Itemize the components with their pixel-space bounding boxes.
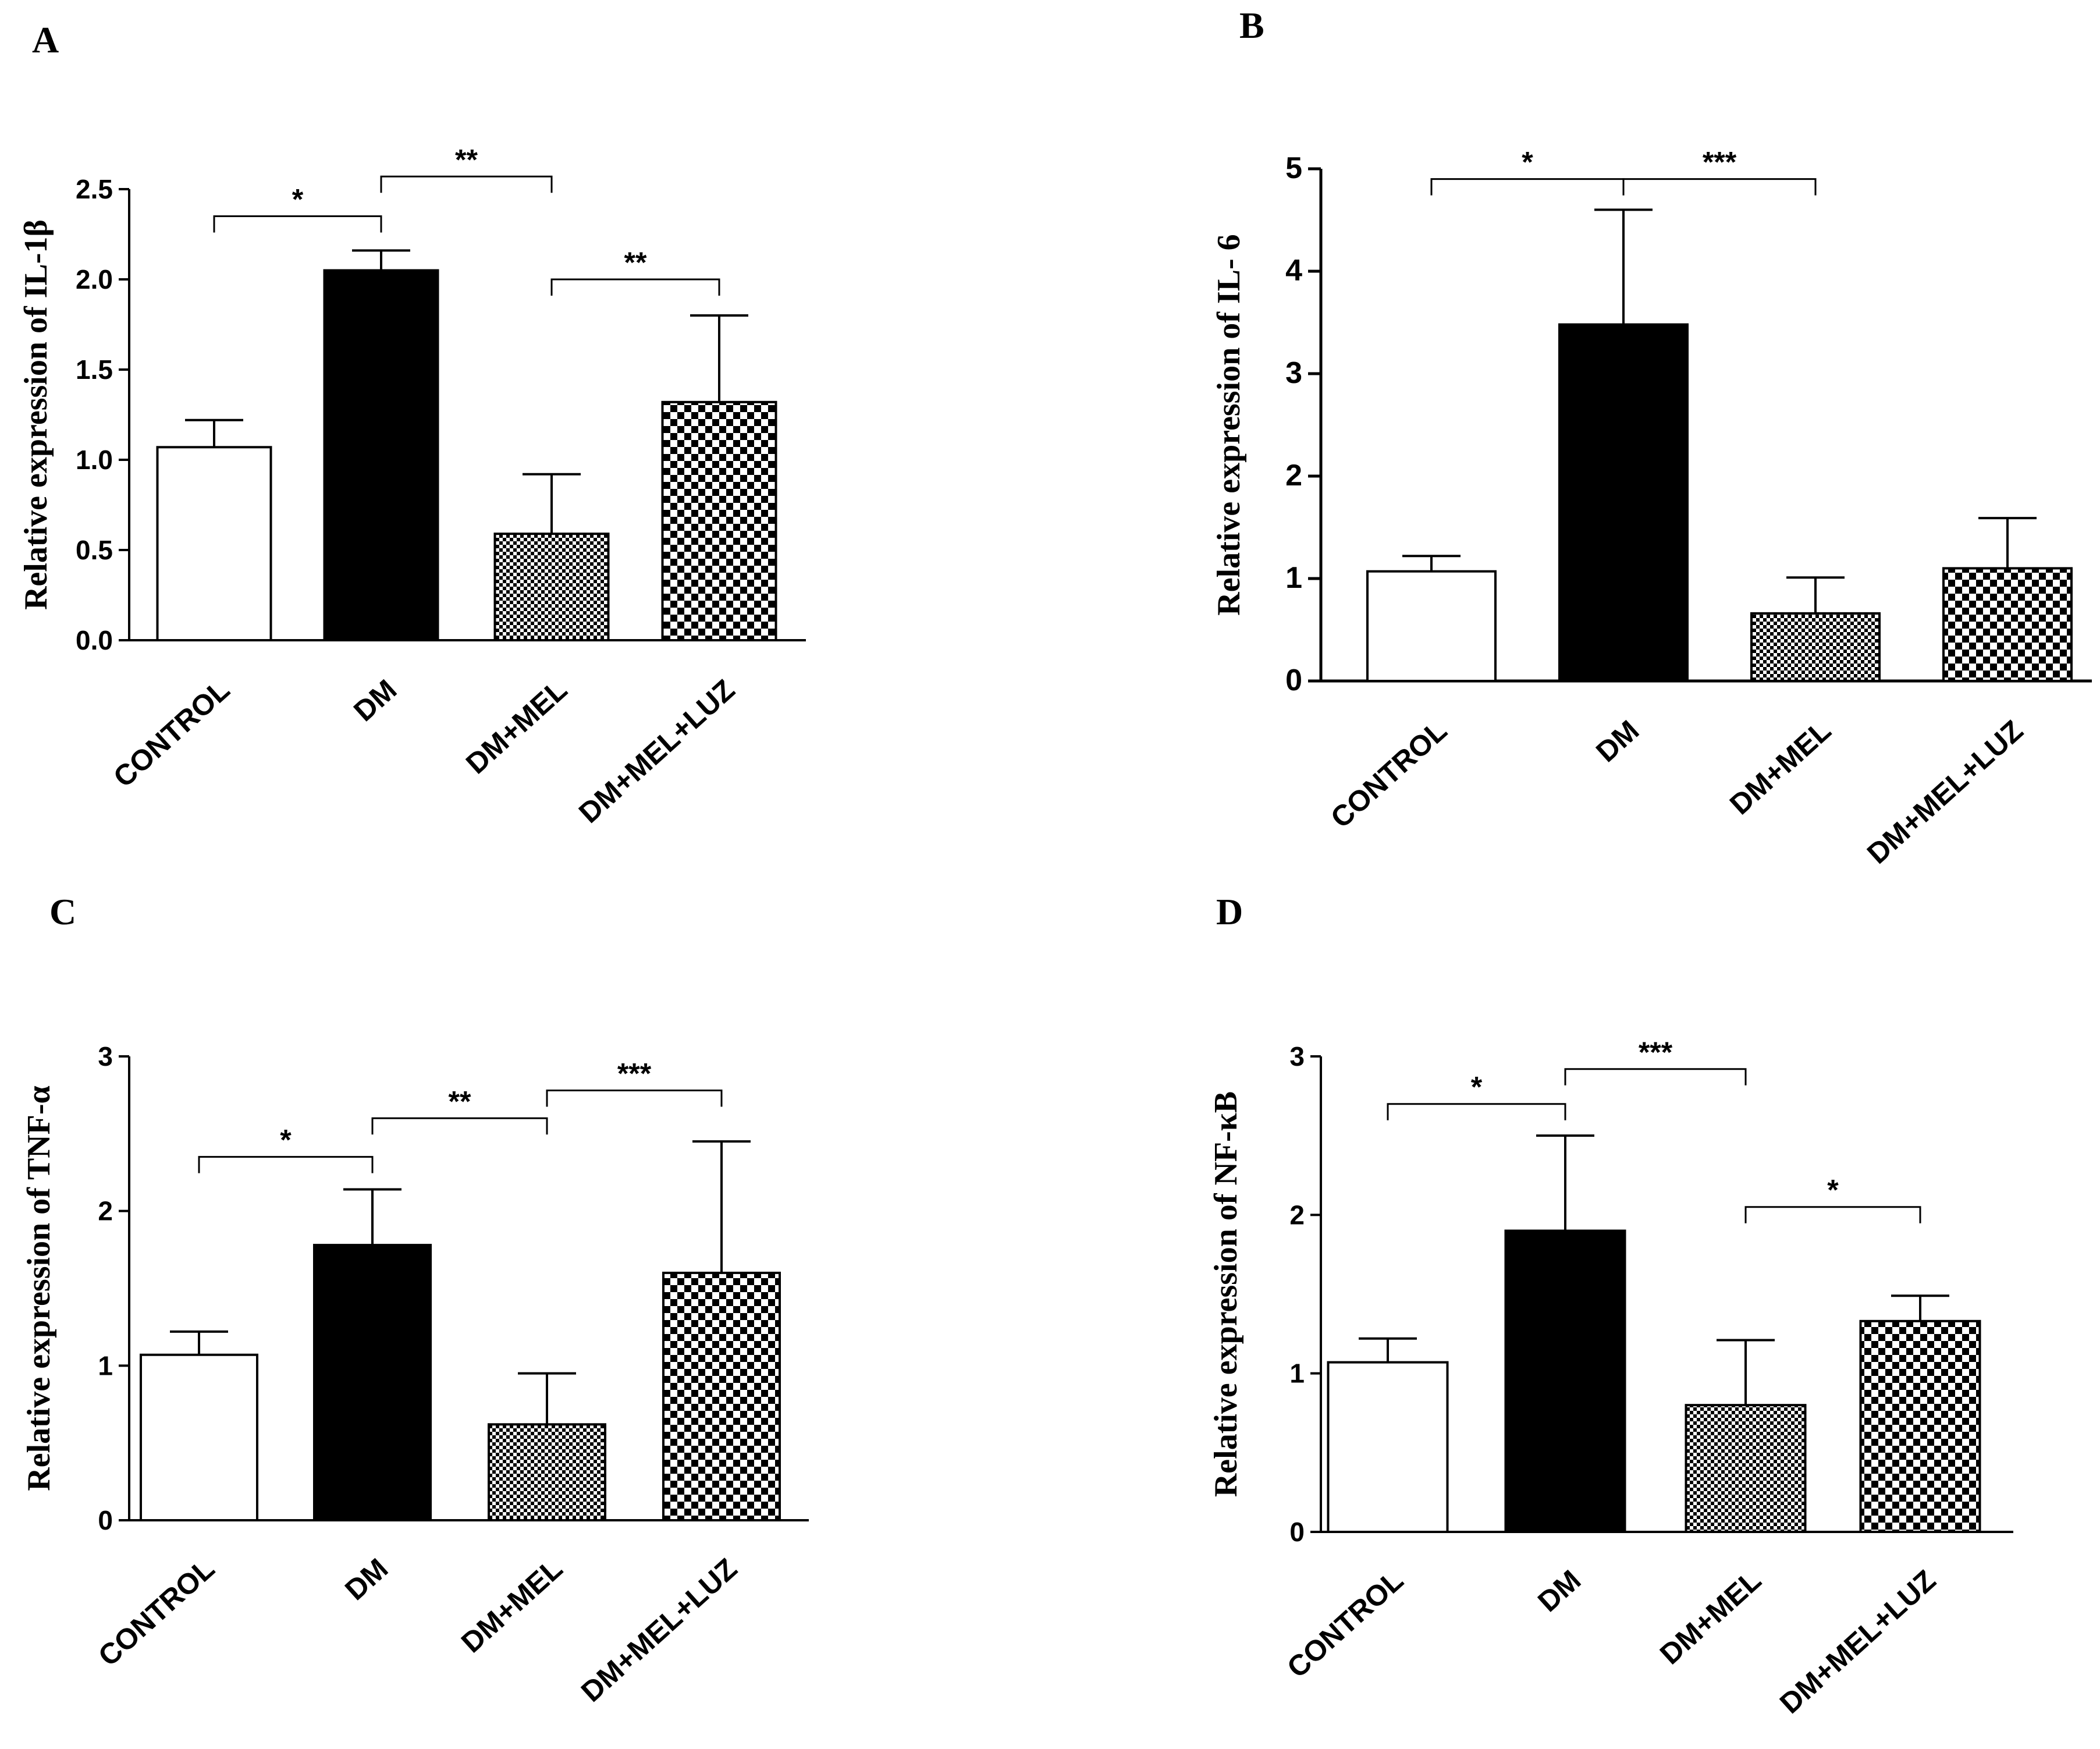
y-tick-label: 3 — [1285, 356, 1302, 390]
bar-dm-mel — [1750, 612, 1881, 682]
y-tick-label: 1 — [98, 1350, 113, 1381]
category-label: CONTROL — [1324, 714, 1453, 835]
category-label: DM+MEL+LUZ — [1774, 1564, 1942, 1720]
panel-b: B Relative expression of IL- 6 0 1 2 3 4 5 CONTR… — [1211, 5, 2092, 870]
bar-dm-mel — [493, 533, 610, 641]
significance-label: * — [1471, 1071, 1483, 1104]
y-tick-label: 1 — [1285, 561, 1302, 595]
significance-label: *** — [1639, 1036, 1673, 1069]
y-axis-label: Relative expression of TNF-α — [21, 1085, 57, 1491]
significance-bracket — [546, 1089, 723, 1107]
bar-dm-mel-luz — [662, 1271, 781, 1522]
category-label: DM+MEL+LUZ — [575, 1552, 743, 1708]
category-label: DM+MEL — [1724, 714, 1837, 821]
y-tick-label: 2.0 — [76, 264, 113, 295]
y-tick-label: 2 — [98, 1196, 113, 1226]
panel-letter: A — [32, 19, 59, 61]
y-tick-label: 1 — [1289, 1358, 1305, 1389]
y-tick-label: 0 — [1289, 1517, 1305, 1547]
panel-letter: C — [49, 891, 76, 932]
significance-bracket — [550, 278, 720, 296]
y-tick-label: 4 — [1285, 254, 1302, 288]
y-tick-label: 5 — [1285, 151, 1302, 185]
significance-bracket — [1622, 178, 1817, 196]
panel-a: A Relative expression of IL-1β 0.0 0.5 1.0 1.… — [18, 19, 806, 829]
significance-bracket — [1564, 1068, 1747, 1085]
category-label: DM+MEL — [1654, 1564, 1767, 1671]
category-label: DM+MEL — [455, 1552, 568, 1659]
category-label: DM — [347, 673, 403, 728]
panel-letter: B — [1239, 5, 1264, 46]
y-tick-label: 0.5 — [76, 535, 113, 565]
category-label: DM — [339, 1552, 394, 1607]
category-label: CONTROL — [107, 673, 236, 794]
significance-label: * — [292, 183, 304, 216]
significance-label: ** — [624, 246, 647, 279]
bar-dm — [1504, 1229, 1626, 1533]
bar-control — [140, 1353, 258, 1521]
significance-label: * — [1522, 146, 1533, 179]
bar-control — [156, 446, 272, 641]
significance-bracket — [1387, 1103, 1566, 1120]
panel-letter: D — [1216, 891, 1243, 932]
y-tick-label: 2.5 — [76, 174, 113, 204]
bar-dm-mel-luz — [661, 400, 777, 641]
panel-d: D Relative expression of NF-κB 0 1 2 3 CONTROL… — [1208, 891, 2013, 1720]
y-tick-label: 0.0 — [76, 625, 113, 655]
significance-label: ** — [455, 143, 478, 176]
y-tick-label: 0 — [1285, 664, 1302, 697]
bar-dm — [323, 269, 439, 641]
category-label: CONTROL — [1281, 1564, 1409, 1684]
bar-dm-mel — [1685, 1404, 1807, 1533]
significance-label: ** — [449, 1085, 471, 1117]
bar-dm — [313, 1244, 432, 1521]
bar-dm-mel — [488, 1423, 606, 1521]
y-axis-label: Relative expression of IL- 6 — [1211, 234, 1247, 615]
y-tick-label: 2 — [1285, 459, 1302, 492]
panel-c: C Relative expression of TNF-α 0 1 2 3 CONTROL… — [21, 891, 809, 1708]
y-axis-label: Relative expression of IL-1β — [18, 219, 54, 610]
category-label: DM+MEL+LUZ — [573, 673, 741, 829]
category-label: DM+MEL+LUZ — [1861, 714, 2029, 870]
y-tick-label: 3 — [1289, 1041, 1305, 1072]
bar-dm-mel-luz — [1859, 1319, 1981, 1533]
category-label: DM+MEL — [460, 673, 573, 781]
significance-label: * — [1827, 1174, 1839, 1207]
bar-dm-mel-luz — [1942, 567, 2073, 683]
significance-label: * — [280, 1124, 292, 1156]
category-label: DM — [1532, 1564, 1587, 1619]
significance-label: *** — [617, 1057, 652, 1090]
y-tick-label: 1.0 — [76, 445, 113, 475]
y-tick-label: 1.5 — [76, 354, 113, 385]
significance-bracket — [198, 1156, 374, 1173]
y-tick-label: 0 — [98, 1505, 113, 1535]
bar-control — [1327, 1361, 1449, 1533]
significance-bracket — [380, 175, 553, 193]
category-label: CONTROL — [92, 1552, 221, 1673]
bar-control — [1366, 570, 1497, 682]
y-tick-label: 3 — [98, 1041, 113, 1072]
bar-dm — [1558, 323, 1689, 682]
y-tick-label: 2 — [1289, 1200, 1305, 1230]
significance-bracket — [213, 215, 382, 233]
y-axis-label: Relative expression of NF-κB — [1208, 1091, 1244, 1497]
significance-bracket — [1430, 178, 1625, 196]
significance-label: *** — [1703, 146, 1737, 179]
significance-bracket — [371, 1117, 548, 1135]
category-label: DM — [1590, 714, 1645, 769]
significance-bracket — [1744, 1206, 1921, 1223]
